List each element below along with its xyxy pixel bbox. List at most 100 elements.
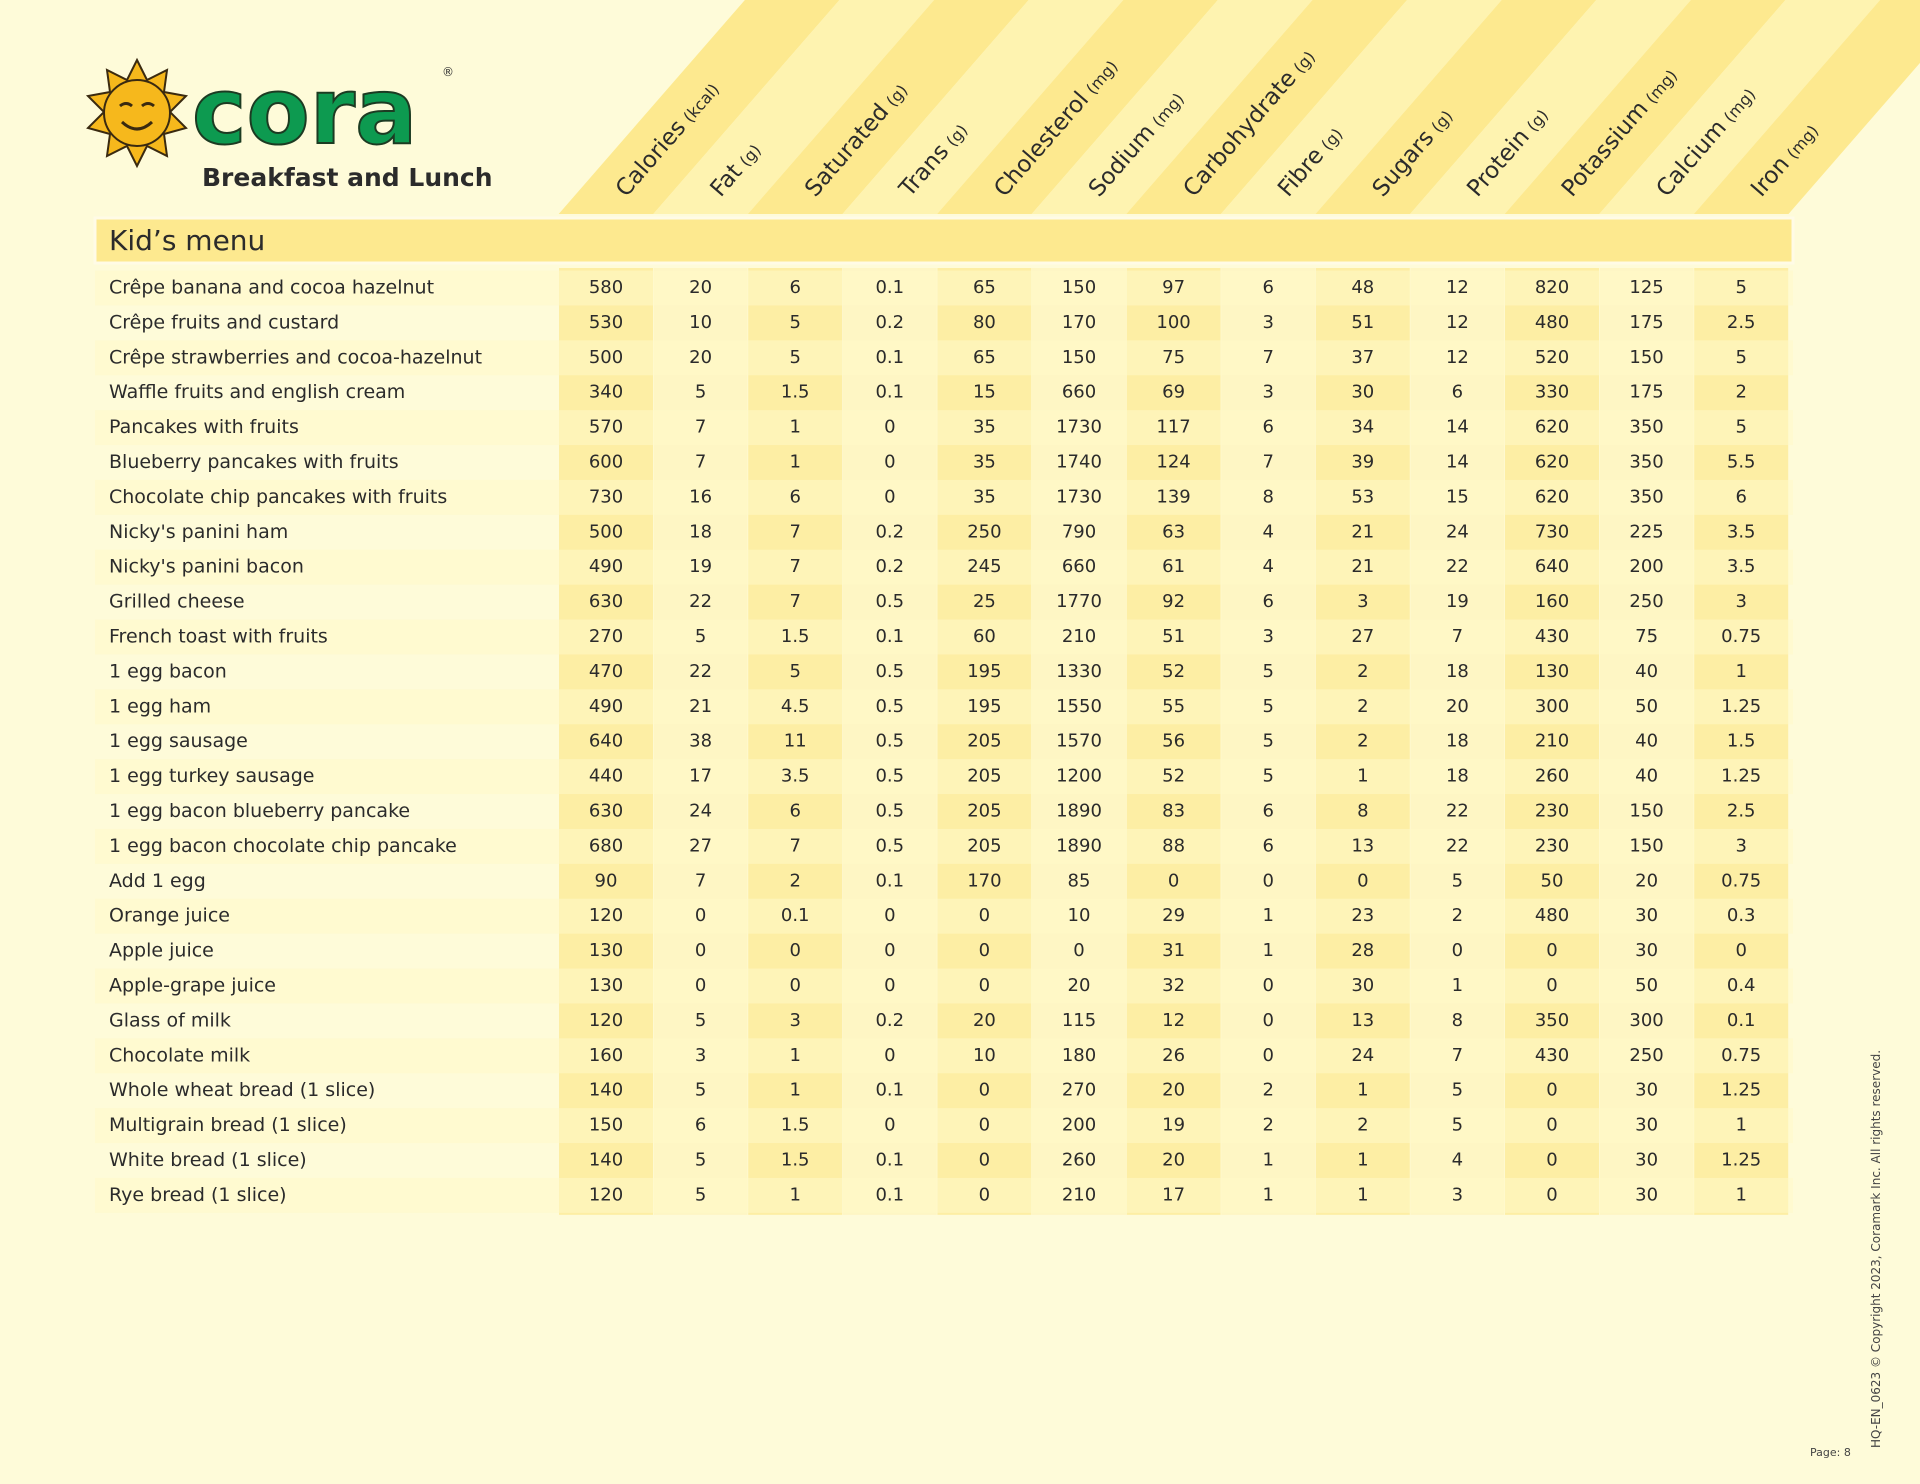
nutrient-value: 0 <box>1262 975 1273 996</box>
nutrient-value: 8 <box>1452 1010 1463 1031</box>
nutrient-value: 60 <box>973 626 996 647</box>
nutrient-value: 160 <box>589 1045 623 1066</box>
nutrient-value: 4 <box>1262 521 1273 542</box>
nutrient-value: 520 <box>1535 347 1569 368</box>
nutrient-value: 1 <box>789 1045 800 1066</box>
nutrient-value: 34 <box>1351 417 1374 438</box>
nutrient-value: 0 <box>979 905 990 926</box>
item-name: French toast with fruits <box>109 626 328 648</box>
nutrient-value: 22 <box>1446 801 1469 822</box>
nutrient-value: 1 <box>1357 766 1368 787</box>
nutrient-value: 20 <box>1068 975 1091 996</box>
item-name: Crêpe fruits and custard <box>109 311 339 333</box>
nutrient-value: 6 <box>1735 486 1746 507</box>
nutrient-value: 0 <box>884 486 895 507</box>
nutrient-value: 92 <box>1162 591 1185 612</box>
nutrient-value: 430 <box>1535 1045 1569 1066</box>
nutrient-value: 0.1 <box>875 1184 904 1205</box>
header-stripe <box>1410 0 1691 214</box>
nutrient-value: 270 <box>1062 1080 1096 1101</box>
nutrient-value: 1890 <box>1056 801 1102 822</box>
nutrient-value: 7 <box>695 452 706 473</box>
nutrient-value: 28 <box>1351 940 1374 961</box>
nutrient-value: 0 <box>695 940 706 961</box>
row-stripe <box>95 619 1793 655</box>
nutrient-value: 0.5 <box>875 766 904 787</box>
nutrient-value: 31 <box>1162 940 1185 961</box>
nutrient-value: 2 <box>1452 905 1463 926</box>
nutrient-value: 500 <box>589 521 623 542</box>
row-stripe <box>95 1108 1793 1144</box>
nutrient-value: 0 <box>1546 940 1557 961</box>
row-stripe <box>95 759 1793 795</box>
nutrient-value: 5 <box>1452 1115 1463 1136</box>
nutrient-value: 1 <box>1452 975 1463 996</box>
nutrient-value: 20 <box>1162 1080 1185 1101</box>
nutrient-value: 730 <box>1535 521 1569 542</box>
logo: cora ® Breakfast and Lunch <box>85 57 493 192</box>
nutrient-value: 0 <box>1735 940 1746 961</box>
page-number: Page: 8 <box>1810 1446 1851 1459</box>
nutrient-value: 115 <box>1062 1010 1096 1031</box>
nutrient-value: 630 <box>589 591 623 612</box>
nutrient-value: 20 <box>1635 870 1658 891</box>
nutrient-value: 0.4 <box>1727 975 1756 996</box>
header-stripe <box>1504 0 1786 214</box>
nutrient-value: 0 <box>1546 1115 1557 1136</box>
nutrient-value: 7 <box>695 870 706 891</box>
row-stripe <box>95 828 1793 864</box>
nutrient-value: 3.5 <box>1727 521 1756 542</box>
nutrient-value: 2 <box>789 870 800 891</box>
item-name: Glass of milk <box>109 1009 231 1031</box>
nutrient-value: 250 <box>1629 1045 1663 1066</box>
nutrient-value: 0.1 <box>875 1150 904 1171</box>
nutrient-value: 7 <box>695 417 706 438</box>
nutrient-value: 195 <box>967 661 1001 682</box>
nutrient-value: 6 <box>1262 835 1273 856</box>
nutrient-value: 1 <box>1262 1150 1273 1171</box>
nutrient-value: 0.3 <box>1727 905 1756 926</box>
nutrient-value: 200 <box>1062 1115 1096 1136</box>
item-name: Grilled cheese <box>109 591 245 613</box>
item-name: Rye bread (1 slice) <box>109 1184 287 1206</box>
nutrient-value: 2.5 <box>1727 801 1756 822</box>
item-name: Chocolate milk <box>109 1044 250 1066</box>
nutrient-value: 350 <box>1629 452 1663 473</box>
nutrient-value: 22 <box>1446 556 1469 577</box>
nutrient-value: 2 <box>1735 382 1746 403</box>
header-stripe <box>1031 0 1313 214</box>
nutrient-value: 3 <box>1735 835 1746 856</box>
nutrient-value: 51 <box>1351 312 1374 333</box>
item-name: Add 1 egg <box>109 870 206 892</box>
nutrient-value: 125 <box>1629 277 1663 298</box>
nutrient-value: 30 <box>1635 940 1658 961</box>
nutrient-value: 3 <box>1357 591 1368 612</box>
nutrient-value: 120 <box>589 1010 623 1031</box>
nutrient-value: 150 <box>1629 801 1663 822</box>
section-title: Kid’s menu <box>109 224 265 257</box>
brand: cora <box>192 58 417 165</box>
nutrient-value: 19 <box>689 556 712 577</box>
nutrient-value: 350 <box>1629 417 1663 438</box>
nutrient-value: 0 <box>1168 870 1179 891</box>
nutrient-value: 6 <box>1452 382 1463 403</box>
nutrient-value: 730 <box>589 486 623 507</box>
row-stripe <box>95 479 1793 515</box>
nutrient-value: 140 <box>589 1150 623 1171</box>
nutrient-value: 150 <box>1062 347 1096 368</box>
nutrient-value: 130 <box>589 940 623 961</box>
nutrient-value: 56 <box>1162 731 1185 752</box>
nutrient-value: 5 <box>1735 347 1746 368</box>
nutrient-value: 0.2 <box>875 312 904 333</box>
nutrient-value: 3.5 <box>1727 556 1756 577</box>
item-name: 1 egg bacon <box>109 660 227 682</box>
nutrient-value: 205 <box>967 731 1001 752</box>
nutrient-value: 2.5 <box>1727 312 1756 333</box>
nutrient-value: 20 <box>689 347 712 368</box>
header-stripe <box>653 0 935 214</box>
nutrient-value: 5.5 <box>1727 452 1756 473</box>
nutrient-value: 5 <box>695 1150 706 1171</box>
nutrient-value: 0.75 <box>1721 870 1761 891</box>
nutrient-value: 50 <box>1541 870 1564 891</box>
